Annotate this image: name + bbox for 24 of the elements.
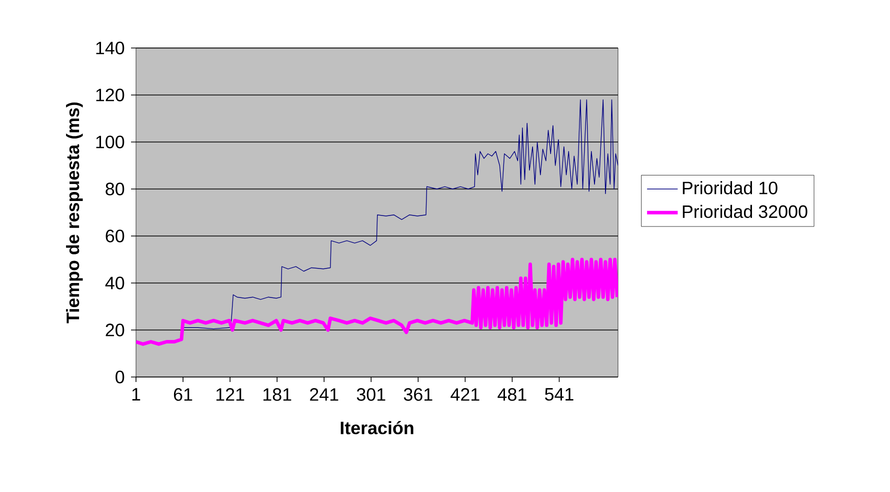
y-tick-label: 40 bbox=[105, 276, 124, 290]
x-tick-label: 241 bbox=[310, 388, 338, 401]
x-tick-label: 121 bbox=[216, 388, 244, 401]
x-axis-title: Iteración bbox=[340, 420, 414, 434]
x-tick-label: 301 bbox=[356, 388, 386, 401]
y-tick-label: 20 bbox=[106, 324, 124, 336]
legend-label: Prioridad 32000 bbox=[682, 204, 808, 218]
y-tick-label: 140 bbox=[96, 42, 124, 54]
legend-label: Prioridad 10 bbox=[682, 181, 778, 194]
line-series bbox=[182, 99, 618, 330]
x-tick-label: 361 bbox=[404, 388, 432, 401]
y-tick-label: 60 bbox=[106, 230, 124, 242]
x-tick-label: 541 bbox=[544, 388, 574, 401]
line-series bbox=[136, 258, 618, 346]
y-tick-label: 80 bbox=[106, 182, 124, 196]
y-tick-label: 120 bbox=[96, 88, 124, 102]
x-tick-label: 421 bbox=[450, 388, 480, 401]
y-axis-title: Tiempo de respuesta (ms) bbox=[66, 102, 83, 324]
y-tick-label: 100 bbox=[96, 136, 124, 148]
x-tick-label: 481 bbox=[498, 388, 526, 401]
x-tick-label: 1 bbox=[132, 388, 140, 400]
x-tick-label: 181 bbox=[263, 388, 292, 401]
y-tick-label: 0 bbox=[116, 370, 124, 384]
x-tick-label: 61 bbox=[174, 388, 192, 401]
